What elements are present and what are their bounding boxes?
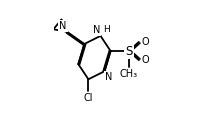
Text: H: H [103,25,110,34]
Text: O: O [142,37,150,47]
Text: O: O [142,55,150,65]
Text: S: S [125,45,132,58]
Text: N: N [93,25,100,35]
Text: Cl: Cl [83,93,93,103]
Text: N: N [59,21,67,31]
Text: CH₃: CH₃ [120,69,138,79]
Text: N: N [105,72,112,82]
